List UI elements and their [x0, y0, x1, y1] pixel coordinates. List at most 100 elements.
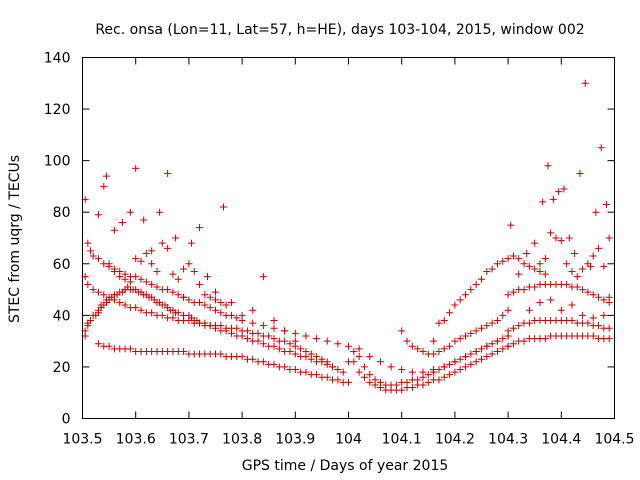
x-tick-label: 104.3 — [488, 432, 528, 448]
data-point — [488, 265, 496, 273]
data-point — [196, 224, 204, 232]
x-axis-label: GPS time / Days of year 2015 — [242, 458, 449, 474]
data-point — [581, 79, 589, 87]
data-point — [595, 293, 603, 301]
data-point — [180, 347, 188, 355]
data-point — [238, 311, 246, 319]
data-point — [515, 270, 523, 278]
data-point — [560, 185, 568, 193]
data-point — [536, 298, 544, 306]
data-point — [259, 273, 267, 281]
data-point — [504, 306, 512, 314]
data-point — [302, 368, 310, 376]
data-point — [595, 322, 603, 330]
data-point — [206, 293, 214, 301]
data-point — [318, 355, 326, 363]
data-point — [392, 381, 400, 389]
data-point — [126, 208, 134, 216]
data-point — [584, 288, 592, 296]
y-axis-label: STEC from uqrg / TECUs — [7, 155, 23, 323]
data-point — [430, 350, 438, 358]
data-point — [462, 291, 470, 299]
data-point — [132, 164, 140, 172]
data-point — [291, 329, 299, 337]
data-point — [563, 280, 571, 288]
data-point — [456, 335, 464, 343]
data-point — [164, 170, 172, 178]
y-tick-label: 80 — [53, 205, 71, 221]
data-point — [254, 337, 262, 345]
data-point — [520, 260, 528, 268]
x-tick-label: 104.2 — [435, 432, 475, 448]
data-point — [541, 270, 549, 278]
data-point — [286, 340, 294, 348]
data-point — [579, 311, 587, 319]
data-point — [100, 291, 108, 299]
data-point — [164, 244, 172, 252]
data-points — [81, 79, 613, 394]
data-point — [94, 211, 102, 219]
data-point — [456, 366, 464, 374]
data-point — [555, 188, 563, 196]
data-point — [408, 368, 416, 376]
data-point — [504, 255, 512, 263]
y-tick-label: 20 — [53, 360, 71, 376]
data-point — [499, 335, 507, 343]
data-point — [233, 324, 241, 332]
data-point — [440, 363, 448, 371]
data-point — [174, 275, 182, 283]
data-point — [102, 172, 110, 180]
data-point — [573, 273, 581, 281]
data-point — [603, 200, 611, 208]
data-point — [493, 347, 501, 355]
data-point — [605, 335, 613, 343]
data-point — [568, 268, 576, 276]
data-point — [493, 337, 501, 345]
data-point — [158, 311, 166, 319]
data-point — [472, 280, 480, 288]
data-point — [600, 311, 608, 319]
data-point — [345, 378, 352, 386]
data-point — [509, 340, 517, 348]
data-point — [249, 306, 257, 314]
data-point — [592, 208, 600, 216]
data-point — [360, 373, 368, 381]
data-point — [467, 350, 475, 358]
data-point — [605, 293, 613, 301]
data-point — [345, 342, 352, 350]
data-point — [217, 350, 225, 358]
data-point — [446, 360, 454, 368]
data-point — [334, 376, 342, 384]
data-point — [164, 286, 172, 294]
data-point — [531, 283, 539, 291]
data-point — [169, 314, 177, 322]
data-point — [509, 288, 517, 296]
data-point — [174, 291, 182, 299]
data-point — [94, 288, 102, 296]
data-point — [509, 252, 517, 260]
data-point — [233, 314, 241, 322]
data-point — [302, 332, 310, 340]
axis-ticks: 103.5 103.6 103.7 103.8 103.9 104 104.1 104.2 10… — [44, 51, 635, 448]
data-point — [212, 296, 219, 304]
data-point — [579, 265, 587, 273]
data-point — [523, 249, 531, 257]
data-point — [451, 358, 459, 366]
data-point — [94, 255, 102, 263]
data-point — [89, 286, 97, 294]
data-point — [137, 257, 145, 265]
data-point — [472, 347, 480, 355]
data-point — [557, 306, 565, 314]
data-point — [504, 342, 512, 350]
data-point — [350, 358, 358, 366]
data-point — [297, 345, 305, 353]
plot-frame — [82, 57, 615, 419]
data-point — [488, 319, 496, 327]
data-point — [414, 376, 422, 384]
data-point — [589, 332, 597, 340]
data-point — [419, 347, 427, 355]
x-tick-label: 103.7 — [169, 432, 209, 448]
data-point — [206, 304, 214, 312]
data-point — [313, 335, 321, 343]
